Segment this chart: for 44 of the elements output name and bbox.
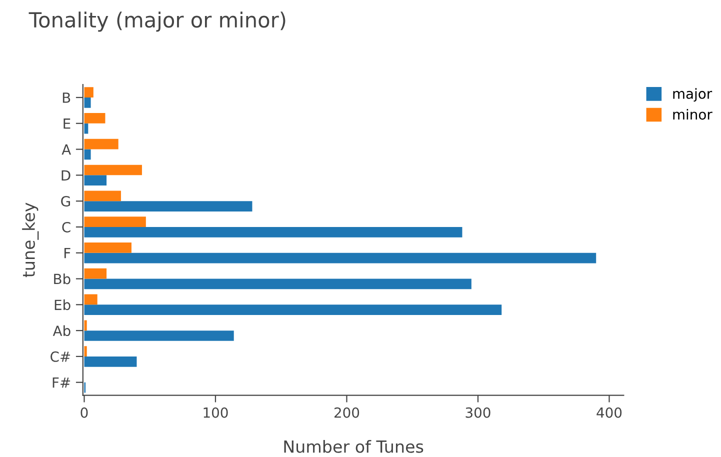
y-tick-label: Ab	[52, 325, 70, 336]
bar	[84, 138, 118, 150]
bar	[84, 190, 121, 202]
bar	[84, 242, 132, 253]
legend-label: major	[673, 88, 712, 102]
bar	[84, 113, 106, 124]
y-axis-title: tune_key	[22, 202, 39, 278]
bar	[84, 216, 146, 227]
y-tick-label: Bb	[54, 273, 70, 284]
bar	[84, 252, 596, 264]
bar	[84, 97, 91, 108]
bar	[84, 278, 472, 290]
bar	[84, 87, 94, 98]
y-tick-label: B	[62, 92, 70, 103]
y-tick-label: D	[62, 170, 70, 180]
x-tick-label: 400	[596, 407, 622, 418]
bar	[84, 149, 91, 160]
y-tick-label: F#	[52, 378, 70, 388]
legend-label: minor	[673, 108, 712, 120]
bar	[84, 123, 88, 134]
bar	[84, 330, 234, 341]
bar	[84, 226, 462, 238]
x-tick-label: 100	[204, 407, 228, 418]
bar	[84, 346, 87, 356]
bar	[84, 356, 137, 367]
x-tick-label: 0	[80, 407, 88, 418]
x-axis-title: Number of Tunes	[284, 440, 424, 453]
bar	[84, 304, 502, 316]
y-tick-label: E	[64, 118, 70, 129]
y-tick-label: C	[62, 222, 70, 232]
bar	[84, 320, 87, 331]
bar	[84, 268, 107, 279]
y-tick-label: G	[61, 196, 70, 207]
x-tick-label: 200	[334, 407, 360, 418]
y-tick-label: F	[64, 248, 70, 258]
bar	[84, 175, 107, 186]
chart-title: Tonality (major or minor)	[28, 12, 286, 32]
bar	[84, 294, 98, 305]
bar	[84, 201, 252, 212]
y-tick-label: A	[62, 144, 71, 155]
y-tick-label: Eb	[54, 299, 70, 310]
bar	[84, 164, 142, 176]
x-tick-label: 300	[466, 407, 490, 418]
y-tick-label: C#	[50, 351, 70, 362]
